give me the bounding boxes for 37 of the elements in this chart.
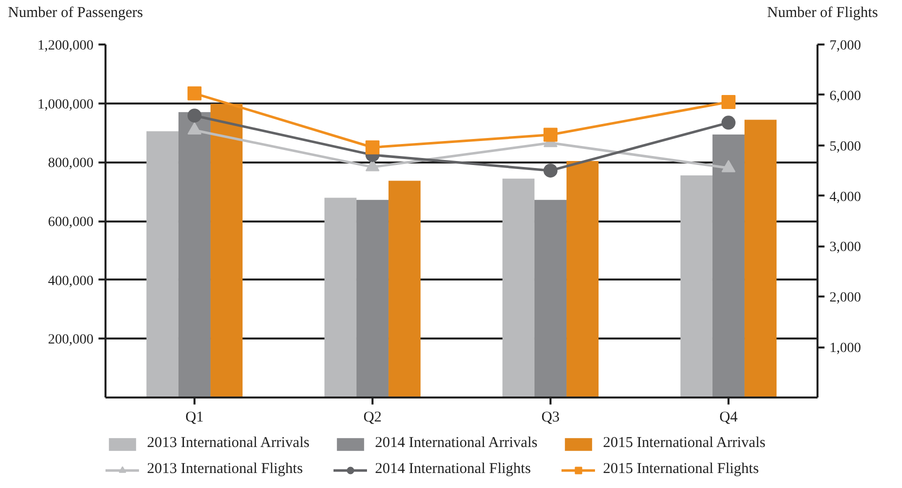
bar bbox=[324, 198, 356, 398]
legend-label: 2013 International Flights bbox=[147, 461, 304, 478]
bar bbox=[534, 200, 567, 398]
bar bbox=[502, 178, 534, 398]
y-tick-label: 200,000 bbox=[48, 332, 94, 348]
bar bbox=[146, 131, 178, 398]
legend-label: 2014 International Flights bbox=[375, 461, 532, 478]
x-tick-label: Q2 bbox=[363, 410, 382, 426]
y-tick-label: 600,000 bbox=[48, 215, 94, 230]
y-tick-label: 400,000 bbox=[48, 274, 94, 289]
x-tick-label: Q4 bbox=[719, 410, 738, 426]
y2-tick-label: 5,000 bbox=[830, 139, 861, 154]
legend-label: 2015 International Arrivals bbox=[603, 435, 766, 452]
bar bbox=[680, 175, 712, 398]
bar bbox=[178, 112, 211, 398]
y-axis-title: Number of Passengers bbox=[8, 4, 143, 23]
bar bbox=[566, 160, 599, 398]
x-tick-label: Q1 bbox=[185, 410, 204, 426]
legend-label: 2014 International Arrivals bbox=[375, 435, 538, 452]
y-tick-label: 1,200,000 bbox=[38, 38, 94, 54]
legend-label: 2013 International Arrivals bbox=[147, 435, 310, 452]
y2-tick-label: 7,000 bbox=[830, 38, 861, 54]
y2-tick-label: 6,000 bbox=[830, 88, 861, 104]
bar bbox=[744, 120, 777, 398]
y2-tick-label: 1,000 bbox=[830, 341, 861, 356]
y2-tick-label: 4,000 bbox=[830, 190, 861, 205]
bar bbox=[210, 104, 243, 398]
y-tick-label: 800,000 bbox=[48, 156, 94, 172]
bar bbox=[712, 134, 745, 398]
legend-label: 2015 International Flights bbox=[603, 461, 760, 478]
bar bbox=[356, 200, 389, 398]
y2-axis-title: Number of Flights bbox=[767, 4, 878, 23]
bar bbox=[388, 180, 421, 398]
y2-tick-label: 2,000 bbox=[830, 290, 861, 306]
y2-tick-label: 3,000 bbox=[830, 240, 861, 256]
y-tick-label: 1,000,000 bbox=[38, 97, 94, 112]
x-tick-label: Q3 bbox=[541, 410, 560, 426]
